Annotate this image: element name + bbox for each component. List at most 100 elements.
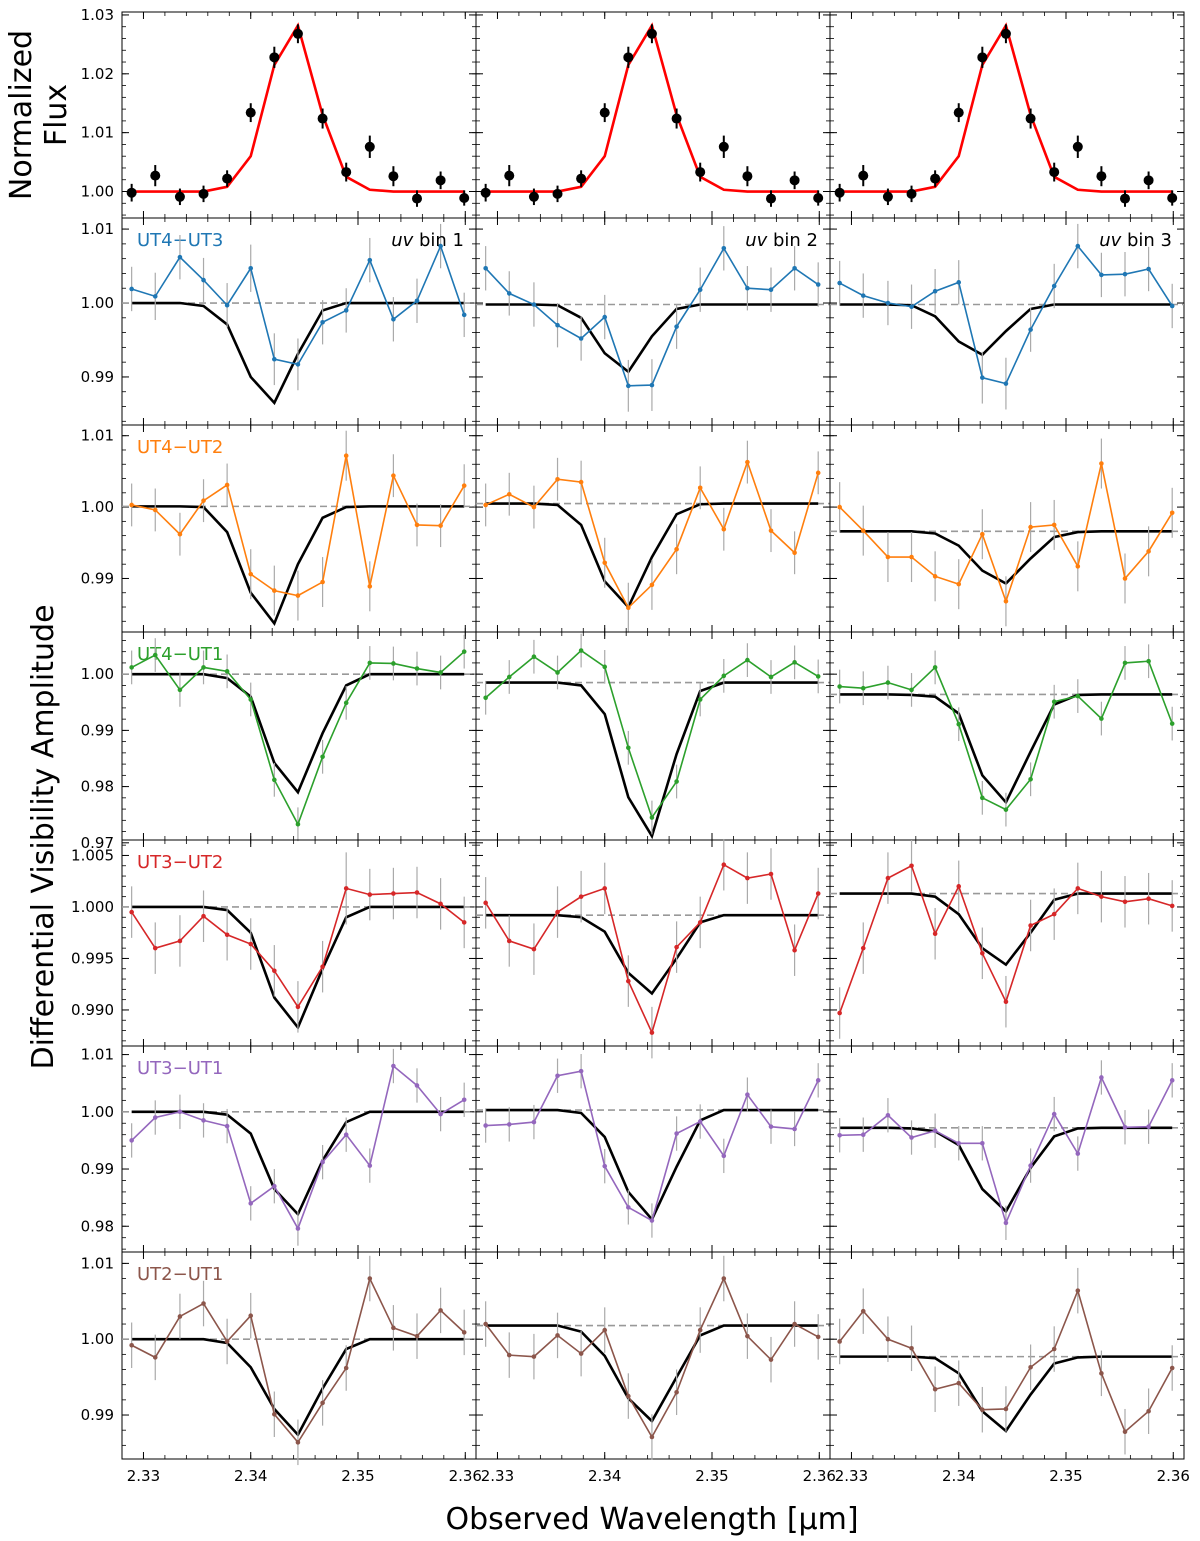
model-line <box>485 913 819 996</box>
data-point <box>1146 896 1151 902</box>
data-point <box>555 476 560 482</box>
data-point <box>860 293 866 298</box>
data-point <box>272 356 277 362</box>
data-point <box>295 362 301 367</box>
flux-ylabel-line2: Flux <box>39 84 74 146</box>
vis-y-tick-label: 1.01 <box>81 427 114 445</box>
data-point <box>177 1109 183 1115</box>
data-point <box>721 1276 727 1281</box>
data-point <box>201 498 206 503</box>
flux-y-tick-label: 1.01 <box>81 124 114 142</box>
vis-y-tick-label: 0.995 <box>71 949 114 967</box>
data-point <box>224 669 230 674</box>
vis-y-tick-label: 1.01 <box>81 1254 114 1272</box>
vis-panel-row4-col1: 0.990 0.995 1.000 1.005 UT3−UT2 <box>71 839 477 1047</box>
vis-y-tick-label: 1.00 <box>81 498 114 516</box>
data-point <box>483 502 488 508</box>
data-point <box>602 560 608 566</box>
data-point <box>1146 266 1151 272</box>
data-point <box>578 894 584 899</box>
vis-panel-row6-col3: 2.33 2.34 2.35 2.36 <box>829 1251 1190 1485</box>
data-point <box>1122 1124 1128 1130</box>
data-point <box>343 700 349 706</box>
data-point <box>1075 1288 1081 1293</box>
flux-data-point <box>504 170 515 181</box>
data-point <box>1051 1111 1057 1117</box>
vis-y-tick-label: 0.98 <box>81 778 114 796</box>
data-point <box>837 280 842 286</box>
data-point <box>177 687 183 693</box>
flux-data-point <box>953 107 964 118</box>
data-point <box>932 574 938 579</box>
flux-data-point <box>388 171 399 182</box>
data-point <box>909 1135 914 1140</box>
baseline-label: UT4−UT2 <box>137 437 223 458</box>
data-point <box>721 246 727 251</box>
visibility-ylabel: Differential Visibility Amplitude <box>26 604 61 1069</box>
data-point <box>483 1123 488 1128</box>
data-point <box>1169 1078 1175 1083</box>
data-point <box>391 473 396 478</box>
model-line <box>131 505 465 627</box>
data-point <box>483 900 488 906</box>
panel-frame <box>829 839 1185 1047</box>
data-point <box>201 665 206 670</box>
data-point <box>1003 381 1009 386</box>
data-point <box>792 1126 797 1132</box>
data-point <box>649 382 655 388</box>
data-point <box>1075 1151 1081 1156</box>
data-point <box>1003 599 1009 604</box>
data-line <box>839 1075 1173 1226</box>
vis-panel-row4-col3 <box>829 839 1185 1047</box>
data-point <box>1169 721 1175 726</box>
data-point <box>932 288 938 294</box>
flux-data-point <box>1072 141 1083 152</box>
data-point <box>295 1440 301 1445</box>
data-point <box>1146 549 1151 554</box>
data-point <box>438 670 443 675</box>
model-line <box>485 1324 819 1424</box>
flux-data-point <box>1049 167 1060 178</box>
data-point <box>909 863 914 869</box>
data-point <box>792 660 797 665</box>
data-point <box>295 1226 301 1231</box>
data-point <box>152 1355 158 1360</box>
data-point <box>414 1083 420 1088</box>
flux-ylabel-line1: Normalized <box>4 30 39 200</box>
model-line <box>485 502 819 610</box>
flux-data-point <box>882 191 893 202</box>
data-point <box>272 968 277 974</box>
uv-bin-label: uv bin 3 <box>1099 230 1172 251</box>
flux-panel-3 <box>829 11 1185 219</box>
data-point <box>152 652 158 658</box>
panel-frame <box>829 11 1185 219</box>
panel-frame <box>475 1251 831 1460</box>
data-point <box>980 531 985 537</box>
data-point <box>129 502 134 508</box>
data-point <box>1169 303 1175 309</box>
vis-y-tick-label: 0.99 <box>81 368 114 386</box>
data-point <box>1122 660 1128 666</box>
data-point <box>224 482 230 488</box>
data-point <box>602 886 608 891</box>
data-point <box>555 322 560 328</box>
data-point <box>626 605 631 611</box>
flux-y-tick-label: 1.03 <box>81 6 114 24</box>
data-point <box>506 1122 512 1127</box>
data-point <box>1051 699 1057 705</box>
uv-bin-prefix: uv <box>391 230 413 251</box>
vis-y-tick-label: 1.005 <box>71 846 114 864</box>
data-point <box>483 1321 488 1327</box>
data-point <box>1051 1346 1057 1352</box>
data-point <box>697 485 703 491</box>
vis-y-tick-label: 0.99 <box>81 1406 114 1424</box>
data-point <box>909 1345 914 1351</box>
data-point <box>1169 510 1175 516</box>
data-point <box>885 300 891 306</box>
flux-data-point <box>222 173 233 184</box>
data-point <box>860 528 866 533</box>
model-line <box>131 672 465 795</box>
data-point <box>980 1140 985 1146</box>
flux-data-point <box>695 167 706 178</box>
vis-panel-row2-col2 <box>475 424 831 633</box>
